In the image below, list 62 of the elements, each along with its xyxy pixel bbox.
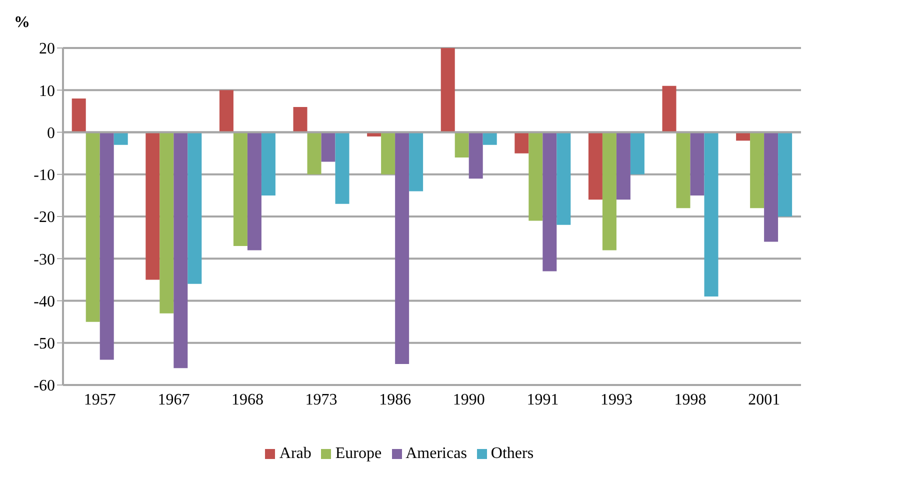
- y-tick-label: 10: [39, 82, 55, 100]
- x-tick-label: 1967: [158, 391, 190, 408]
- bar: [146, 132, 160, 280]
- bar: [188, 132, 202, 284]
- bar: [778, 132, 792, 216]
- bar: [335, 132, 350, 204]
- bar: [676, 132, 690, 208]
- bar: [307, 132, 322, 174]
- bar: [514, 132, 529, 154]
- bar: [219, 90, 234, 132]
- x-tick-label: 1991: [526, 391, 559, 408]
- bar: [630, 132, 644, 174]
- bar: [482, 132, 497, 145]
- bar: [588, 132, 602, 200]
- y-tick-label: 0: [47, 124, 55, 142]
- y-tick-label: -60: [34, 378, 55, 395]
- bar: [72, 98, 86, 132]
- x-tick-label: 1990: [452, 391, 485, 408]
- bar: [764, 132, 778, 242]
- y-tick-label: 20: [39, 40, 55, 58]
- legend-label: Arab: [279, 445, 312, 462]
- bar: [381, 132, 396, 174]
- bar: [86, 132, 100, 322]
- bar: [293, 106, 308, 132]
- bar: [100, 132, 114, 360]
- x-tick-label: 1986: [379, 391, 412, 408]
- legend-label: Europe: [335, 445, 382, 462]
- bar: [114, 132, 128, 145]
- bar: [440, 48, 455, 132]
- bar: [556, 132, 571, 225]
- bar: [160, 132, 174, 314]
- x-tick-label: 1973: [305, 391, 338, 408]
- x-tick-label: 2001: [748, 391, 780, 408]
- y-tick-label: -50: [34, 336, 55, 353]
- y-tick-label: -20: [34, 209, 55, 226]
- x-tick-label: 1998: [674, 391, 706, 408]
- x-tick-label: 1993: [600, 391, 632, 408]
- y-tick-label: -40: [34, 293, 55, 310]
- legend-label: Americas: [406, 445, 467, 462]
- bar: [321, 132, 336, 162]
- bar: [233, 132, 248, 246]
- y-axis-title: %: [14, 14, 30, 32]
- bar: [616, 132, 630, 200]
- bar: [247, 132, 262, 250]
- bar: [662, 86, 676, 132]
- bar: [542, 132, 557, 272]
- y-tick-label: -10: [34, 167, 55, 184]
- bar: [261, 132, 276, 196]
- bar: [750, 132, 764, 208]
- x-tick-label: 1968: [232, 391, 264, 408]
- bar: [528, 132, 543, 221]
- bar: [409, 132, 424, 192]
- bar: [395, 132, 410, 364]
- bar: [174, 132, 188, 368]
- bar: [704, 132, 718, 297]
- bar: [602, 132, 616, 250]
- y-tick-label: -30: [34, 251, 55, 268]
- bar: [690, 132, 704, 196]
- bar: [454, 132, 469, 158]
- legend-label: Others: [490, 445, 534, 462]
- x-tick-label: 1957: [84, 391, 116, 408]
- bar: [468, 132, 483, 179]
